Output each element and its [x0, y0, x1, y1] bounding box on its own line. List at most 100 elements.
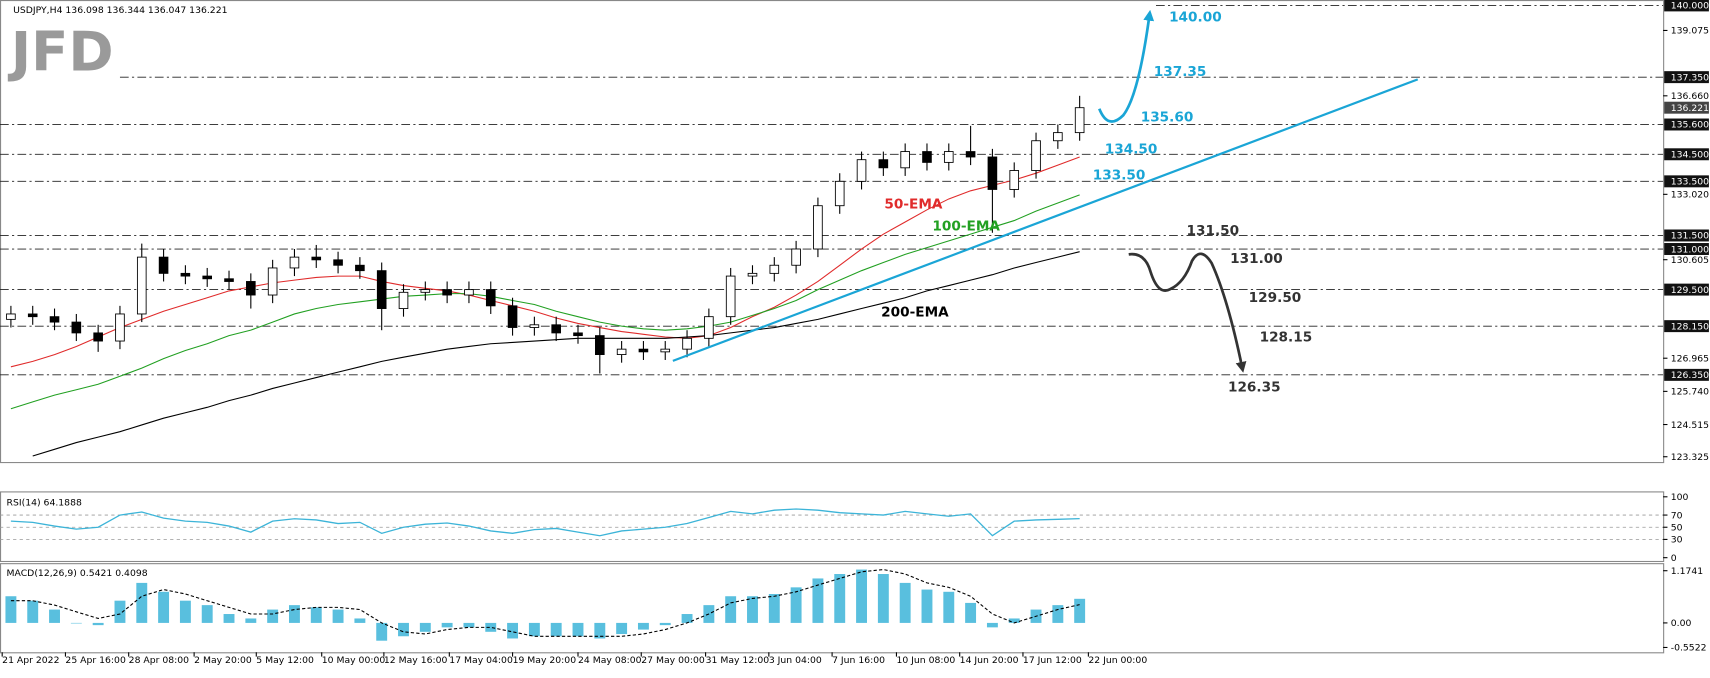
- candle-body: [616, 348, 627, 355]
- main-panel: [0, 0, 1665, 464]
- level-box: [1664, 0, 1709, 12]
- macd-bar: [725, 596, 737, 623]
- candle-body: [725, 275, 736, 318]
- x-tick-label: 28 Apr 08:00: [129, 655, 190, 666]
- macd-bar: [92, 622, 104, 626]
- macd-bar: [899, 582, 911, 623]
- level-label: 137.350: [1671, 72, 1709, 83]
- candle-body: [311, 256, 322, 261]
- level-box: [1664, 71, 1709, 84]
- candle-body: [704, 316, 714, 339]
- macd-bar: [114, 600, 126, 623]
- x-tick-label: 31 May 12:00: [706, 655, 770, 666]
- macd-bar: [659, 622, 671, 626]
- candle-body: [202, 275, 213, 280]
- macd-bar: [398, 622, 409, 637]
- macd-bar: [310, 607, 322, 623]
- level-box: [1664, 148, 1709, 161]
- candle-body: [27, 313, 38, 318]
- last-price-label: 136.221: [1671, 103, 1709, 114]
- macd-bar: [158, 591, 170, 623]
- last-price-box: [1664, 101, 1709, 114]
- macd-title: MACD(12,26,9) 0.5421 0.4098: [7, 568, 148, 579]
- candle-body: [93, 332, 103, 342]
- level-label: 128.150: [1671, 321, 1709, 332]
- macd-bar: [790, 587, 802, 623]
- candle-body: [747, 272, 758, 277]
- signal-line: [10, 568, 1080, 637]
- macd-bar: [986, 622, 998, 628]
- level-label: 131.500: [1671, 231, 1709, 242]
- x-tick-label: 10 May 00:00: [322, 655, 386, 666]
- macd-bar: [572, 622, 584, 637]
- macd-bar: [1008, 618, 1020, 623]
- y-tick-label: 139.075: [1671, 26, 1709, 37]
- candle-body: [442, 289, 452, 296]
- candle-body: [1031, 140, 1041, 171]
- level-box: [1664, 368, 1709, 381]
- x-tick-label: 2 May 20:00: [194, 655, 252, 666]
- candle-body: [158, 256, 169, 274]
- candle-body: [1053, 132, 1063, 142]
- y-tick-label: 0.00: [1671, 618, 1692, 629]
- macd-bar: [245, 618, 257, 623]
- candle-body: [333, 259, 343, 266]
- candle-body: [507, 305, 518, 328]
- candle-body: [900, 151, 910, 169]
- ema-label: 200-EMA: [881, 304, 949, 320]
- y-tick-label: 50: [1671, 523, 1683, 534]
- candle-body: [813, 205, 823, 250]
- x-tick-label: 19 May 20:00: [513, 655, 577, 666]
- macd-bar: [594, 622, 606, 639]
- x-tick-label: 17 May 04:00: [449, 655, 513, 666]
- candles: [6, 95, 1085, 374]
- candle-body: [551, 324, 561, 334]
- level-annotation: 129.50: [1249, 290, 1302, 306]
- macd-bar: [5, 596, 17, 623]
- macd-bar: [768, 594, 780, 623]
- macd-bar: [70, 622, 82, 624]
- level-annotation: 126.35: [1228, 379, 1281, 395]
- level-label: 129.500: [1671, 285, 1709, 296]
- candle-body: [180, 272, 191, 277]
- macd-bar: [179, 600, 191, 623]
- level-annotation: 133.50: [1093, 167, 1146, 183]
- y-tick-label: 30: [1671, 535, 1683, 546]
- candle-body: [529, 324, 540, 328]
- candle-body: [856, 159, 867, 182]
- level-box: [1664, 320, 1709, 333]
- macd-panel: [0, 563, 1665, 654]
- candle-body: [246, 281, 256, 296]
- level-annotation: 140.00: [1169, 10, 1222, 26]
- y-tick-label: 123.325: [1671, 452, 1709, 463]
- macd-bar: [441, 622, 453, 628]
- x-tick-label: 27 May 00:00: [641, 655, 705, 666]
- macd-bar: [288, 605, 300, 623]
- candle-body: [71, 321, 82, 334]
- macd-bar: [965, 602, 977, 623]
- level-box: [1664, 229, 1709, 242]
- macd-bar: [201, 605, 213, 623]
- macd-bar: [681, 614, 693, 623]
- x-tick-label: 3 Jun 04:00: [769, 655, 822, 666]
- level-annotation: 135.60: [1141, 110, 1194, 126]
- macd-bar: [877, 574, 889, 623]
- rsi-title: RSI(14) 64.1888: [7, 498, 82, 509]
- level-box: [1664, 283, 1709, 296]
- candle-body: [355, 264, 365, 272]
- macd-bar: [419, 622, 431, 632]
- level-label: 134.500: [1671, 150, 1709, 161]
- y-tick-label: 130.605: [1671, 255, 1709, 266]
- macd-bar: [616, 622, 628, 635]
- y-tick-label: -0.5522: [1671, 643, 1707, 654]
- watermark: JFD: [7, 20, 114, 84]
- candle-body: [769, 264, 780, 274]
- candle-body: [224, 278, 234, 282]
- candle-body: [638, 348, 649, 353]
- y-tick-label: 133.020: [1671, 190, 1709, 201]
- candle-body: [1009, 170, 1020, 190]
- level-annotation: 131.00: [1230, 251, 1283, 267]
- macd-bar: [49, 609, 60, 623]
- level-box: [1664, 243, 1709, 255]
